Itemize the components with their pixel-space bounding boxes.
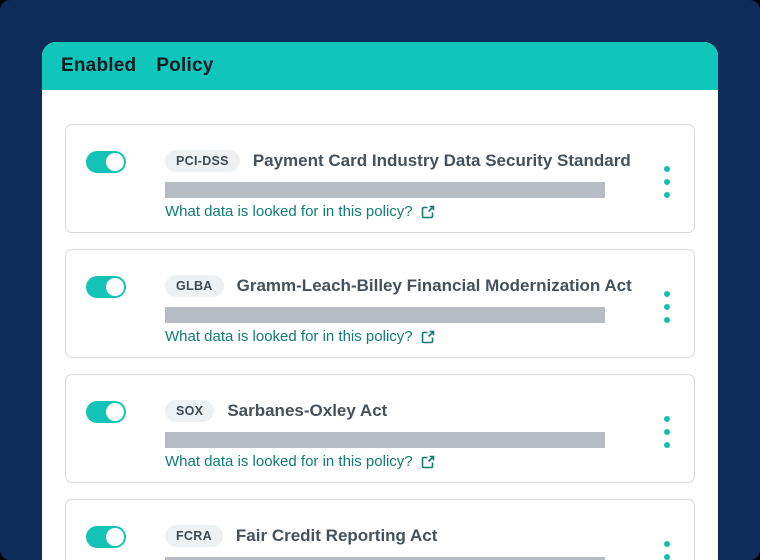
column-header-enabled: Enabled [61,55,137,76]
policy-badge: SOX [165,399,215,423]
external-link-icon [420,204,436,220]
toggle-knob-icon [106,403,124,421]
table-row: SOX Sarbanes-Oxley Act What data is look… [65,374,695,483]
policy-content: SOX Sarbanes-Oxley Act What data is look… [165,399,654,471]
external-link-icon [420,454,436,470]
toggle-column [86,524,165,560]
kebab-menu-button[interactable] [654,149,680,221]
kebab-menu-button[interactable] [654,399,680,471]
kebab-menu-icon [664,541,670,547]
toggle-knob-icon [106,153,124,171]
toggle-column [86,149,165,221]
kebab-menu-icon [664,442,670,448]
kebab-menu-icon [664,429,670,435]
policy-link-label: What data is looked for in this policy? [165,203,413,220]
policy-toggle[interactable] [86,151,126,173]
kebab-menu-icon [664,304,670,310]
toggle-knob-icon [106,528,124,546]
policy-title: Payment Card Industry Data Security Stan… [252,151,631,170]
table-row: GLBA Gramm-Leach-Billey Financial Modern… [65,249,695,358]
toggle-column [86,274,165,346]
table-row: FCRA Fair Credit Reporting Act What data… [65,499,695,560]
policy-toggle[interactable] [86,526,126,548]
policy-toggle[interactable] [86,276,126,298]
external-link-icon [420,329,436,345]
policy-description-placeholder-bar [165,557,605,560]
policy-toggle[interactable] [86,401,126,423]
policy-data-link[interactable]: What data is looked for in this policy? [165,328,436,345]
kebab-menu-button[interactable] [654,524,680,560]
kebab-menu-icon [664,317,670,323]
policy-content: PCI-DSS Payment Card Industry Data Secur… [165,149,654,221]
policy-data-link[interactable]: What data is looked for in this policy? [165,453,436,470]
kebab-menu-button[interactable] [654,274,680,346]
column-header-policy: Policy [156,55,214,76]
policy-link-label: What data is looked for in this policy? [165,453,413,470]
policy-link-label: What data is looked for in this policy? [165,328,413,345]
policy-content: GLBA Gramm-Leach-Billey Financial Modern… [165,274,654,346]
policy-description-placeholder-bar [165,432,605,448]
policy-title: Fair Credit Reporting Act [235,526,438,545]
policy-title: Sarbanes-Oxley Act [227,401,388,420]
policy-table-card: Enabled Policy PCI-DSS Payment Card Indu… [42,42,718,560]
toggle-knob-icon [106,278,124,296]
policy-content: FCRA Fair Credit Reporting Act What data… [165,524,654,560]
table-header: Enabled Policy [42,42,718,90]
policy-data-link[interactable]: What data is looked for in this policy? [165,203,436,220]
table-row: PCI-DSS Payment Card Industry Data Secur… [65,124,695,233]
policy-description-placeholder-bar [165,307,605,323]
policy-badge: FCRA [165,524,223,548]
kebab-menu-icon [664,416,670,422]
kebab-menu-icon [664,554,670,560]
policy-badge: PCI-DSS [165,149,240,173]
policy-badge: GLBA [165,274,224,298]
kebab-menu-icon [664,166,670,172]
toggle-column [86,399,165,471]
policy-title: Gramm-Leach-Billey Financial Modernizati… [236,276,632,295]
kebab-menu-icon [664,179,670,185]
kebab-menu-icon [664,291,670,297]
policy-description-placeholder-bar [165,182,605,198]
kebab-menu-icon [664,192,670,198]
policy-rows: PCI-DSS Payment Card Industry Data Secur… [42,90,718,560]
